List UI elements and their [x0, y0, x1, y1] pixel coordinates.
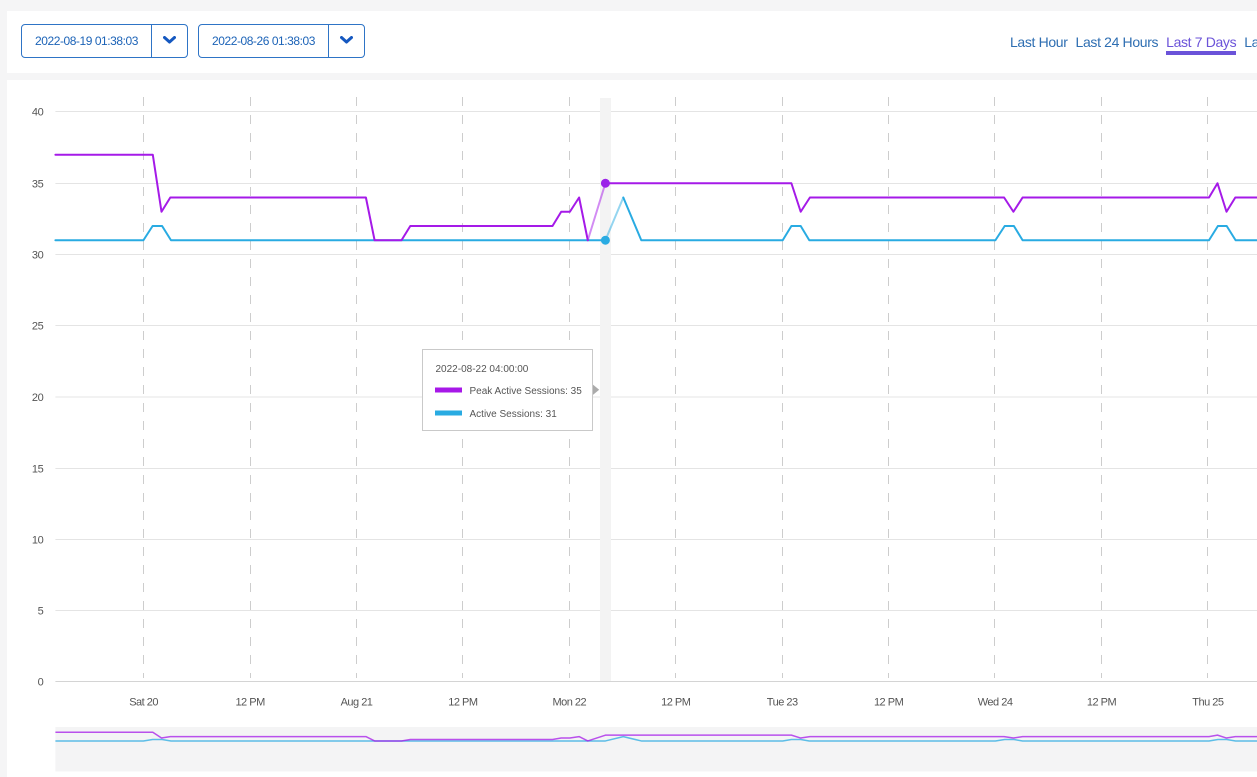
svg-text:Sat 20: Sat 20 [129, 697, 158, 709]
svg-text:40: 40 [32, 107, 44, 119]
svg-text:5: 5 [38, 606, 44, 618]
svg-text:Tue 23: Tue 23 [767, 697, 798, 709]
svg-text:30: 30 [32, 250, 44, 262]
svg-text:Active Sessions: 31: Active Sessions: 31 [470, 409, 558, 420]
svg-text:2022-08-22 04:00:00: 2022-08-22 04:00:00 [436, 364, 529, 375]
svg-text:10: 10 [32, 535, 44, 547]
svg-text:Mon 22: Mon 22 [552, 697, 586, 709]
svg-text:12 PM: 12 PM [661, 697, 691, 709]
svg-text:12 PM: 12 PM [1087, 697, 1117, 709]
svg-text:15: 15 [32, 464, 44, 476]
svg-text:35: 35 [32, 179, 44, 191]
svg-text:12 PM: 12 PM [235, 697, 265, 709]
svg-text:12 PM: 12 PM [874, 697, 904, 709]
svg-text:Aug 21: Aug 21 [341, 697, 373, 709]
svg-text:12 PM: 12 PM [448, 697, 478, 709]
svg-text:Thu 25: Thu 25 [1192, 697, 1224, 709]
svg-text:25: 25 [32, 321, 44, 333]
svg-text:Peak Active Sessions: 35: Peak Active Sessions: 35 [470, 386, 583, 397]
svg-text:0: 0 [38, 677, 44, 689]
svg-text:20: 20 [32, 392, 44, 404]
svg-text:Wed 24: Wed 24 [978, 697, 1013, 709]
